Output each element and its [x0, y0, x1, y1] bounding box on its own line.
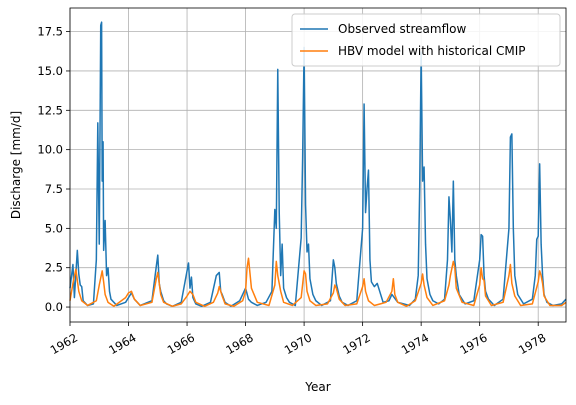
y-tick-label-0: 0.0	[45, 300, 63, 314]
x-tick-label-1968: 1968	[223, 330, 255, 357]
y-tick-label-1: 2.5	[45, 261, 63, 275]
legend-label-observed: Observed streamflow	[338, 22, 467, 36]
y-tick-label-5: 12.5	[37, 103, 63, 117]
legend-box	[291, 13, 561, 67]
x-tick-label-1972: 1972	[340, 330, 372, 357]
y-tick-label-4: 10.0	[37, 143, 63, 157]
x-axis-label: Year	[304, 380, 330, 394]
observed-streamflow-line	[69, 21, 567, 308]
x-tick-label-1964: 1964	[106, 330, 138, 357]
x-tick-label-1978: 1978	[516, 330, 548, 357]
x-tick-label-1962: 1962	[48, 330, 80, 357]
x-tick-label-1970: 1970	[282, 330, 314, 357]
x-tick-label-1976: 1976	[457, 330, 489, 357]
y-tick-label-3: 7.5	[45, 182, 63, 196]
y-axis-label: Discharge [mm/d]	[9, 111, 23, 219]
hbv-model-line	[69, 257, 567, 308]
y-tick-label-2: 5.0	[45, 221, 63, 235]
plot-area-frame	[69, 7, 567, 323]
y-tick-label-7: 17.5	[37, 25, 63, 39]
y-tick-label-6: 15.0	[37, 64, 63, 78]
legend-label-hbv: HBV model with historical CMIP	[338, 44, 525, 58]
x-tick-label-1966: 1966	[165, 330, 197, 357]
legend: Observed streamflow HBV model with histo…	[291, 13, 561, 67]
series-group	[69, 21, 567, 308]
x-tick-label-1974: 1974	[399, 330, 431, 357]
x-axis-ticks: 1962 1964 1966 1968 1970 1972 1974 1976 1978	[48, 322, 548, 357]
y-axis-ticks: 0.0 2.5 5.0 7.5 10.0 12.5 15.0 17.5	[37, 25, 70, 314]
